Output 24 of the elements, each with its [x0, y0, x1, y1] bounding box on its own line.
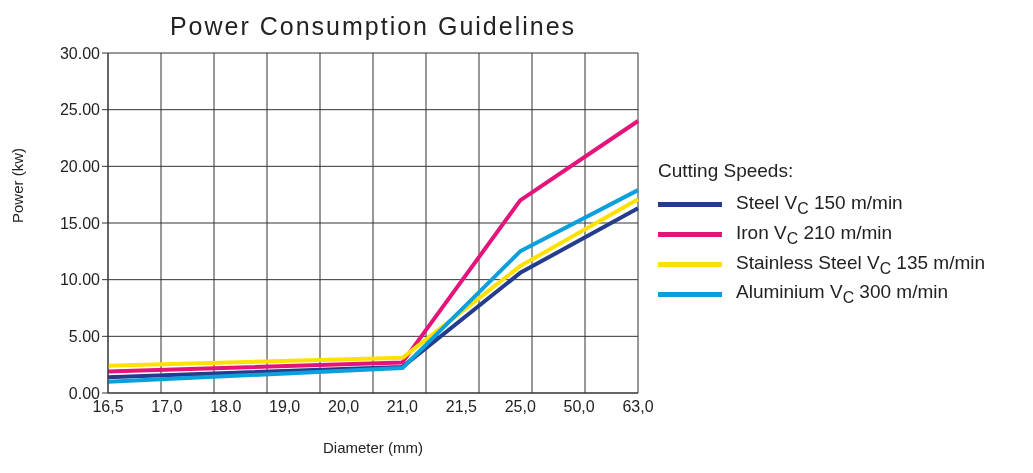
y-tick-label: 5.00 [68, 328, 101, 346]
y-tick-label: 10.00 [59, 271, 101, 289]
legend-label: Stainless Steel V$_{C}$ 135 m/min [736, 251, 986, 278]
x-tick-label: 18.0 [210, 398, 242, 416]
y-tick-label: 30.00 [59, 44, 101, 62]
chart-title: Power Consumption Guidelines [168, 12, 578, 41]
y-tick-label: 20.00 [59, 158, 101, 176]
y-axis-title: Power (kw) [9, 147, 27, 223]
x-tick-label: 17,0 [151, 398, 183, 416]
x-tick-label: 63,0 [622, 398, 654, 416]
legend-label: Steel V$_{C}$ 150 m/min [736, 191, 903, 218]
y-tick-label: 25.00 [59, 101, 101, 119]
x-axis-title: Diameter (mm) [323, 439, 423, 456]
y-tick-label: 15.00 [59, 214, 101, 232]
x-tick-label: 21,5 [445, 398, 478, 416]
x-tick-label: 19,0 [269, 398, 301, 416]
x-tick-label: 50,0 [563, 398, 595, 416]
legend-label: Iron V$_{C}$ 210 m/min [736, 221, 893, 248]
x-tick-label: 25,0 [504, 398, 536, 416]
x-tick-label: 20,0 [327, 398, 360, 416]
x-tick-label: 21,0 [386, 398, 419, 416]
legend-title: Cutting Speeds: [658, 159, 795, 182]
x-tick-label: 16,5 [92, 398, 124, 416]
legend-label: Aluminium V$_{C}$ 300 m/min [736, 281, 949, 308]
